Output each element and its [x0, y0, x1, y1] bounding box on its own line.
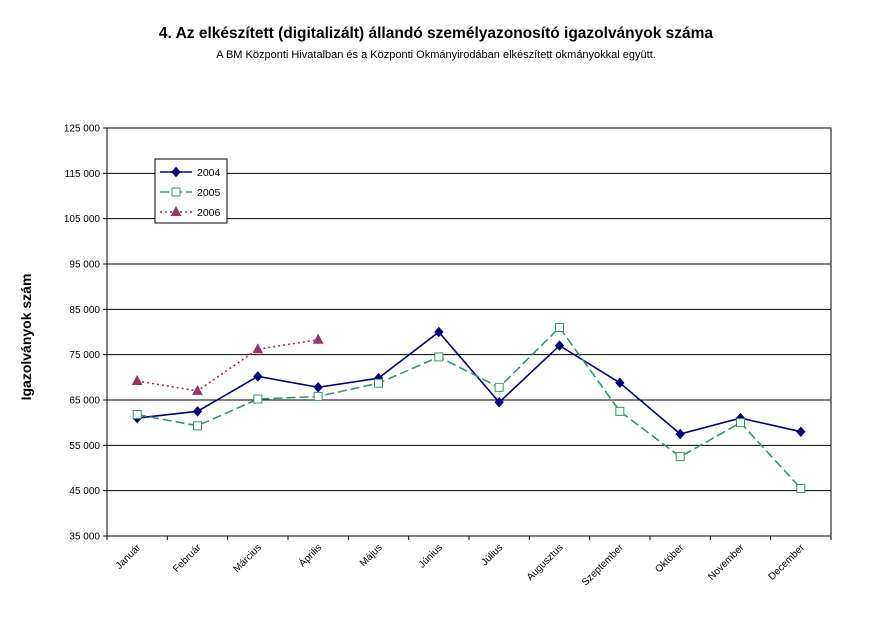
series-line-2006 [137, 338, 319, 392]
legend-label-2004: 2004 [197, 167, 221, 179]
data-point-2005 [736, 418, 745, 428]
x-tick-label: Február [171, 542, 204, 575]
legend-label-2006: 2006 [197, 207, 221, 219]
data-point-2004 [615, 377, 625, 389]
x-tick-label: Január [114, 542, 144, 572]
chart-subtitle: A BM Központi Hivatalban és a Központi O… [216, 49, 656, 61]
data-point-2004 [796, 426, 806, 437]
data-point-2005 [615, 406, 625, 416]
y-tick-label: 125 000 [64, 124, 101, 135]
series-2004 [132, 326, 806, 440]
legend-label-2005: 2005 [197, 187, 221, 199]
data-point-2006 [312, 333, 324, 344]
x-tick-label: Augusztus [525, 542, 566, 583]
y-axis: 35 000 45 000 55 000 65 000 75 000 85 000 95 0… [64, 124, 107, 543]
data-point-2004 [494, 397, 504, 408]
x-tick-label: December [767, 542, 808, 583]
x-tick-label: Június [417, 542, 445, 570]
data-point-2006 [131, 374, 143, 385]
data-point-2006 [192, 384, 203, 395]
data-point-2005 [132, 410, 142, 420]
legend-marker-2005 [171, 187, 181, 197]
series-line-2004 [137, 330, 801, 435]
data-point-2005 [555, 322, 564, 332]
data-point-2004 [253, 371, 263, 382]
x-tick-label: Október [653, 542, 686, 575]
x-tick-label: Március [231, 542, 264, 575]
x-tick-label: Május [358, 542, 385, 569]
x-tick-label: November [706, 542, 747, 583]
x-axis: Január Február Március Április Május Június Jú… [106, 536, 832, 588]
legend-marker-2004 [171, 166, 181, 178]
y-tick-label: 45 000 [69, 486, 100, 497]
data-point-2005 [313, 391, 323, 401]
data-point-2005 [434, 352, 444, 362]
data-point-2005 [675, 452, 685, 462]
y-tick-label: 105 000 [64, 214, 101, 225]
data-point-2004 [675, 428, 685, 440]
series-2006 [131, 333, 324, 395]
data-point-2005 [193, 421, 202, 431]
data-point-2004 [313, 382, 323, 393]
y-tick-label: 55 000 [69, 441, 100, 452]
series-line-2005 [137, 326, 802, 489]
data-point-2005 [374, 378, 383, 388]
y-tick-label: 95 000 [69, 260, 100, 271]
chart-title: 4. Az elkészített (digitalizált) állandó… [159, 25, 714, 42]
data-point-2005 [494, 382, 504, 392]
legend: 2004 2005 2006 [154, 158, 228, 224]
y-tick-label: 35 000 [69, 532, 100, 543]
data-point-2005 [796, 483, 806, 493]
x-tick-label: Szeptember [580, 542, 626, 588]
data-point-2006 [252, 343, 264, 354]
y-tick-label: 75 000 [69, 350, 100, 361]
y-axis-label: Igazolványok szám [18, 274, 34, 401]
series-2005 [132, 322, 806, 493]
y-tick-label: 115 000 [65, 169, 101, 180]
data-point-2004 [554, 340, 565, 351]
y-tick-label: 65 000 [69, 396, 100, 407]
data-point-2005 [253, 394, 263, 404]
data-point-2004 [192, 406, 203, 417]
x-tick-label: Július [479, 542, 505, 568]
x-tick-label: Április [296, 541, 324, 569]
legend-marker-2006 [170, 205, 182, 216]
series-layer [131, 322, 806, 493]
y-tick-label: 85 000 [69, 305, 100, 316]
data-point-2004 [434, 326, 444, 338]
